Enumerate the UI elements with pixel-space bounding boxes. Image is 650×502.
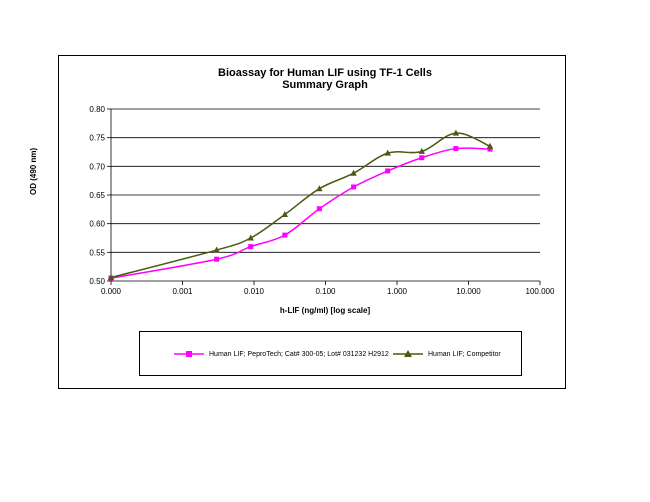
data-point-triangle	[107, 274, 115, 281]
series-line-peprotech	[110, 147, 491, 279]
x-tick-label: 1.000	[387, 287, 408, 296]
data-point-square	[419, 155, 425, 161]
data-point-square	[214, 256, 220, 262]
chart-title: Bioassay for Human LIF using TF-1 Cells	[218, 67, 432, 79]
y-tick-label: 0.75	[89, 134, 105, 143]
data-point-triangle	[384, 149, 391, 156]
data-point-triangle	[281, 210, 289, 217]
data-point-triangle	[350, 169, 357, 176]
x-tick-label: 0.001	[172, 287, 193, 296]
y-tick-label: 0.55	[89, 248, 105, 257]
x-tick-label: 100.000	[526, 287, 555, 296]
data-point-square	[316, 206, 322, 212]
y-tick-label: 0.60	[89, 220, 105, 229]
y-axis-label: OD (490 nm)	[29, 147, 38, 195]
data-point-square	[453, 146, 459, 152]
data-point-square	[351, 184, 357, 190]
series-line-competitor	[110, 132, 491, 279]
y-tick-label: 0.70	[89, 162, 105, 171]
y-tick-label: 0.50	[89, 277, 105, 286]
x-tick-label: 10.000	[456, 287, 481, 296]
data-point-triangle	[213, 246, 220, 253]
legend: Human LIF; PeproTech; Cat# 300-05; Lot# …	[139, 331, 522, 376]
x-axis-label: h-LIF (ng/ml) [log scale]	[279, 306, 371, 315]
y-tick-label: 0.80	[89, 105, 105, 114]
data-point-square	[487, 146, 493, 152]
x-tick-label: 0.100	[315, 287, 336, 296]
legend-swatch-peprotech	[174, 349, 204, 359]
data-point-triangle	[486, 142, 494, 149]
x-tick-label: 0.000	[101, 287, 122, 296]
data-point-square	[248, 244, 254, 250]
chart-subtitle: Summary Graph	[282, 79, 368, 91]
data-point-triangle	[452, 129, 460, 136]
data-point-square	[282, 232, 288, 238]
data-point-triangle	[247, 234, 254, 241]
legend-swatch-competitor	[393, 349, 423, 359]
legend-item-competitor: Human LIF; Competitor	[393, 349, 501, 359]
legend-label-peprotech: Human LIF; PeproTech; Cat# 300-05; Lot# …	[209, 350, 389, 358]
y-tick-label: 0.65	[89, 191, 105, 200]
data-point-square	[385, 168, 391, 174]
data-point-triangle	[316, 185, 323, 192]
legend-item-peprotech: Human LIF; PeproTech; Cat# 300-05; Lot# …	[174, 349, 389, 359]
x-tick-label: 0.010	[244, 287, 265, 296]
data-point-triangle	[418, 147, 425, 154]
legend-label-competitor: Human LIF; Competitor	[428, 350, 501, 358]
